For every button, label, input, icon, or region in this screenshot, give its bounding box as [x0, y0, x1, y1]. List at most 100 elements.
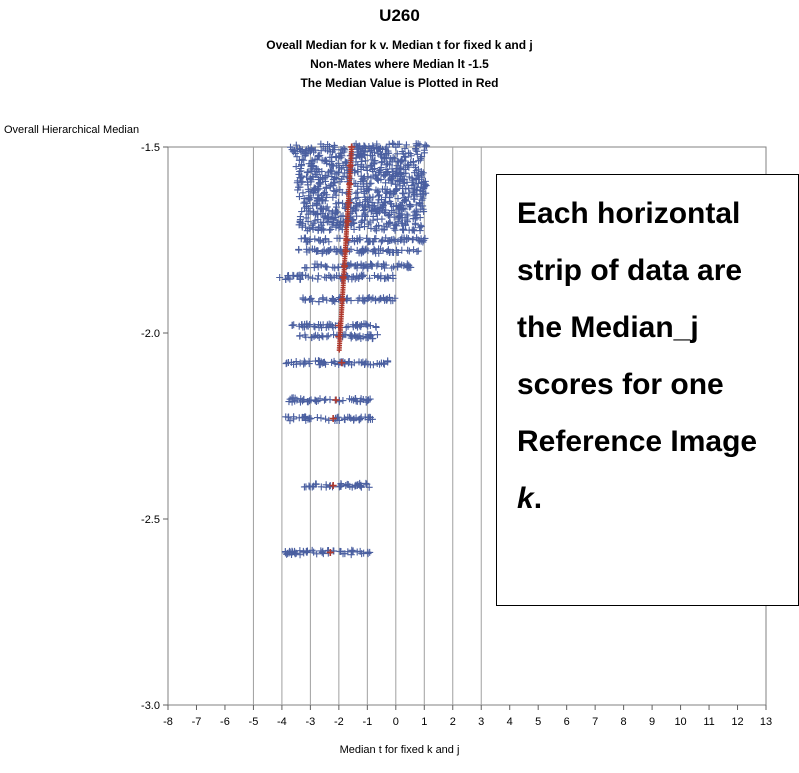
- data-point: [412, 146, 420, 154]
- data-point: [413, 150, 421, 158]
- data-point: [408, 182, 416, 190]
- data-point: [405, 173, 413, 181]
- data-point: [339, 172, 347, 180]
- data-point: [325, 143, 333, 151]
- data-point: [397, 219, 405, 227]
- x-tick-label: -6: [220, 716, 230, 728]
- data-point: [333, 234, 341, 242]
- data-point: [415, 237, 423, 245]
- data-point: [396, 211, 404, 219]
- annotation-text: Each horizontal strip of data are the Me…: [517, 185, 787, 527]
- data-point: [327, 215, 335, 223]
- data-point: [352, 140, 360, 148]
- data-point: [363, 332, 371, 340]
- data-point: [353, 246, 361, 254]
- data-point: [361, 413, 369, 421]
- data-point: [365, 220, 373, 228]
- data-point: [395, 203, 403, 211]
- data-point: [357, 395, 365, 403]
- data-point: [394, 195, 402, 203]
- data-point: [407, 263, 415, 271]
- data-point: [371, 165, 379, 173]
- data-point: [366, 361, 374, 369]
- data-point: [319, 294, 327, 302]
- data-point: [313, 247, 321, 255]
- data-point: [347, 551, 355, 559]
- data-point: [357, 359, 365, 367]
- data-point: [322, 193, 330, 201]
- data-point: [351, 395, 359, 403]
- data-point: [392, 143, 400, 151]
- data-point: [311, 184, 319, 192]
- data-point: [409, 176, 417, 184]
- data-point: [410, 191, 418, 199]
- data-point: [302, 238, 310, 246]
- data-point: [296, 332, 304, 340]
- data-point: [332, 153, 340, 161]
- data-point: [364, 322, 372, 330]
- data-point: [313, 550, 321, 558]
- median-point: [332, 396, 340, 404]
- data-point: [333, 208, 341, 216]
- data-point: [399, 226, 407, 234]
- data-point: [317, 147, 325, 155]
- data-point: [328, 294, 336, 302]
- data-point: [366, 274, 374, 282]
- data-point: [392, 180, 400, 188]
- data-point: [393, 162, 401, 170]
- data-point: [404, 162, 412, 170]
- data-point: [380, 208, 388, 216]
- data-point: [318, 359, 326, 367]
- data-point: [375, 249, 383, 257]
- data-point: [305, 360, 313, 368]
- data-point: [326, 226, 334, 234]
- data-point: [352, 321, 360, 329]
- data-point: [367, 179, 375, 187]
- data-point: [369, 212, 377, 220]
- data-point: [335, 483, 343, 491]
- data-point: [336, 178, 344, 186]
- data-point: [289, 394, 297, 402]
- annotation-box: Each horizontal strip of data are the Me…: [496, 174, 799, 606]
- data-point: [360, 223, 368, 231]
- data-point: [315, 334, 323, 342]
- x-tick-label: -5: [249, 716, 259, 728]
- data-point: [339, 199, 347, 207]
- data-point: [415, 157, 423, 165]
- data-point: [302, 483, 310, 491]
- data-point: [404, 212, 412, 220]
- data-point: [299, 295, 307, 303]
- data-point: [289, 148, 297, 156]
- data-point: [405, 189, 413, 197]
- data-point: [305, 194, 313, 202]
- data-point: [333, 416, 341, 424]
- data-point: [305, 414, 313, 422]
- x-tick-label: -3: [305, 716, 315, 728]
- data-point: [389, 154, 397, 162]
- data-point: [419, 238, 427, 246]
- data-point: [358, 217, 366, 225]
- data-point: [328, 358, 336, 366]
- y-tick-label: -1.5: [141, 142, 160, 154]
- data-point: [306, 146, 314, 154]
- data-point: [314, 194, 322, 202]
- data-point: [313, 210, 321, 218]
- data-point: [379, 247, 387, 255]
- x-tick-label: -1: [362, 716, 372, 728]
- data-point: [382, 193, 390, 201]
- data-point: [353, 548, 361, 556]
- data-point: [406, 201, 414, 209]
- data-point: [390, 190, 398, 198]
- data-point: [388, 264, 396, 272]
- data-point: [320, 396, 328, 404]
- chart-subtitle-3: The Median Value is Plotted in Red: [300, 76, 499, 90]
- data-point: [393, 150, 401, 158]
- data-point: [345, 413, 353, 421]
- data-point: [322, 235, 330, 243]
- data-point: [392, 171, 400, 179]
- data-point: [322, 184, 330, 192]
- data-point: [330, 331, 338, 339]
- data-point: [367, 151, 375, 159]
- data-point: [351, 331, 359, 339]
- data-point: [377, 238, 385, 246]
